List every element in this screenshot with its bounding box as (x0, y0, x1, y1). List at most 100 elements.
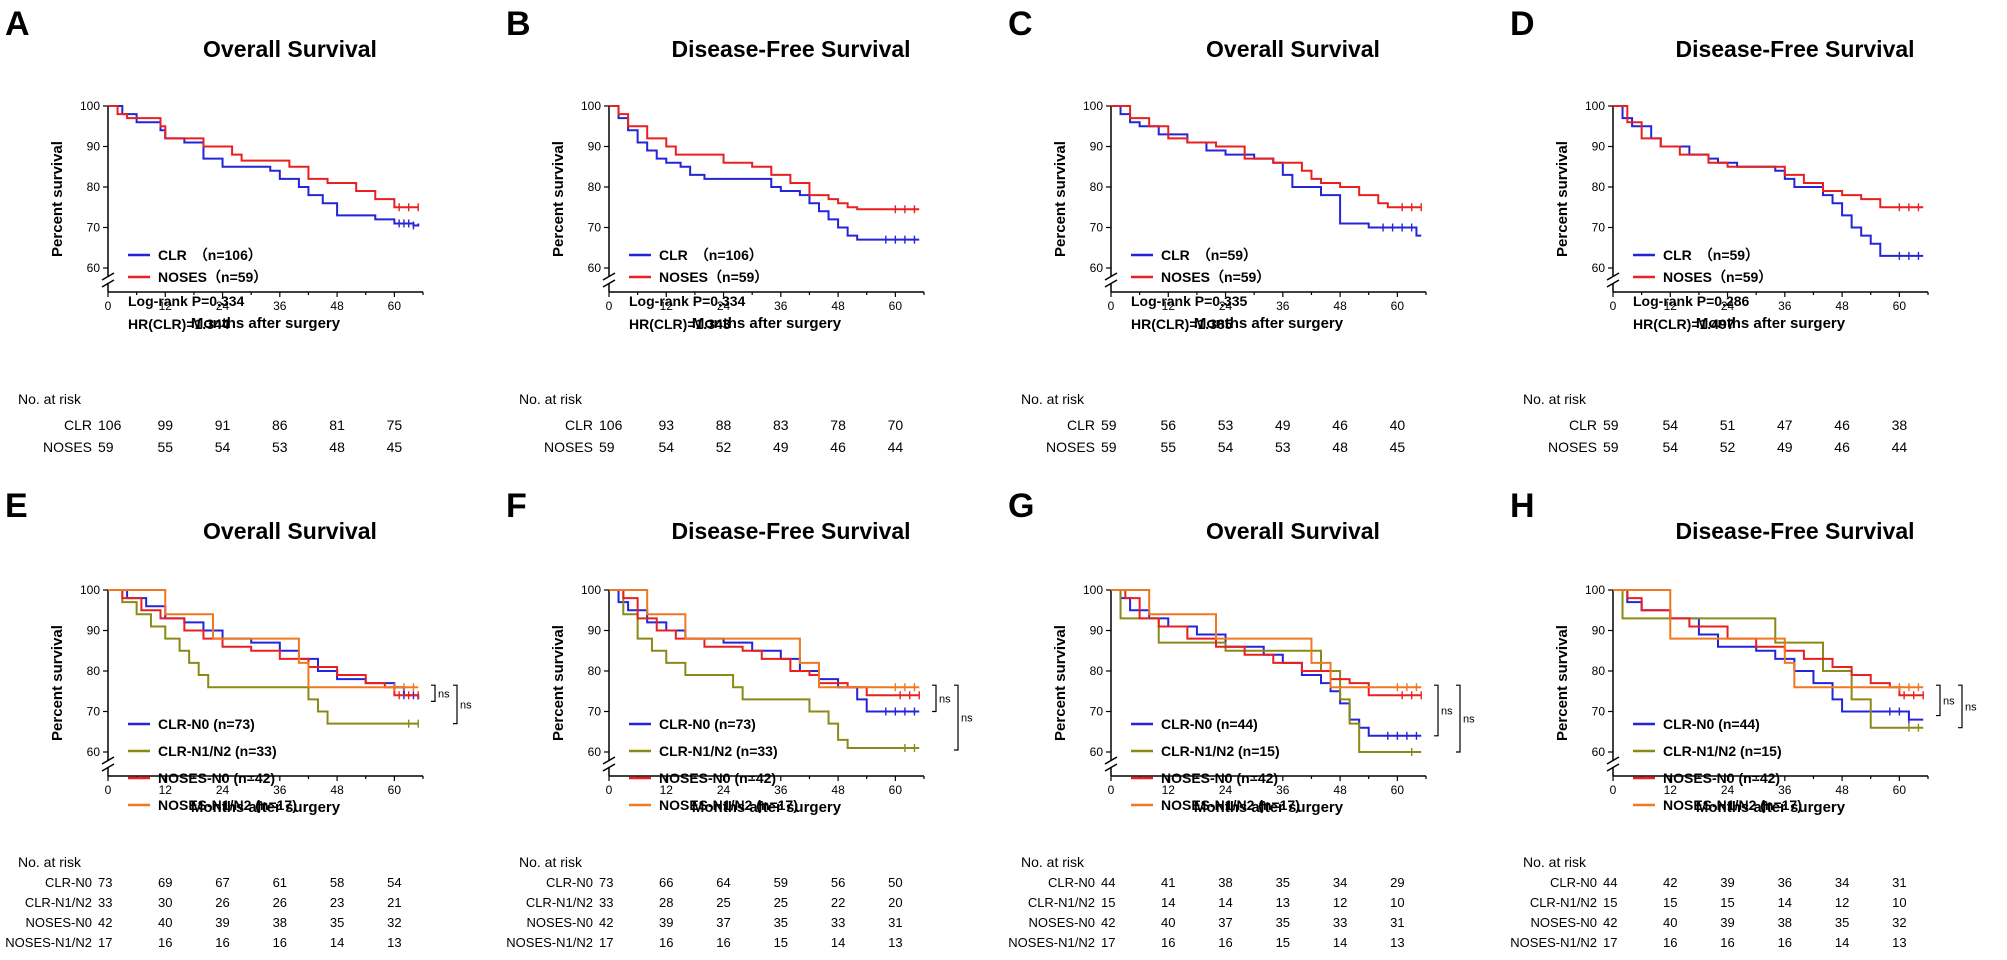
panel-title: Disease-Free Survival (1675, 36, 1914, 62)
y-tick-label: 90 (87, 624, 101, 638)
y-tick-label: 80 (87, 180, 101, 194)
series-noses-n0 (609, 589, 920, 700)
ns-bracket (932, 684, 937, 713)
risk-value: 55 (157, 439, 173, 455)
x-axis-title: Months after surgery (1194, 315, 1344, 332)
risk-value: 53 (272, 439, 288, 455)
y-tick-label: 70 (87, 705, 101, 719)
legend-label: CLR-N1/N2 (n=15) (1663, 743, 1782, 759)
risk-value: 17 (1101, 935, 1115, 950)
survival-curve (609, 105, 920, 241)
legend-label: NOSES-N0 (n=42) (659, 770, 776, 786)
risk-row-label: CLR-N0 (1048, 875, 1095, 890)
series-clr-n0 (609, 589, 920, 716)
risk-value: 40 (1161, 915, 1175, 930)
risk-value: 70 (888, 417, 904, 433)
stat-text: HR(CLR)=1.344 (128, 316, 230, 332)
risk-value: 46 (1834, 417, 1850, 433)
risk-value: 91 (215, 417, 231, 433)
x-axis-title: Months after surgery (692, 799, 842, 816)
x-tick-label: 36 (774, 783, 788, 797)
risk-value: 40 (1663, 915, 1677, 930)
risk-value: 13 (387, 935, 401, 950)
panel-g: G Overall Survival 60 70 80 90 100 0 12 24 36 48 60 P… (1008, 487, 1475, 950)
panel-title: Overall Survival (1206, 518, 1380, 544)
series-noses-n0 (108, 589, 419, 700)
risk-value: 16 (1720, 935, 1734, 950)
y-tick-label: 80 (1592, 180, 1606, 194)
x-tick-label: 48 (1333, 299, 1347, 313)
panel-f: F Disease-Free Survival 60 70 80 90 100 0 12 24 36… (506, 487, 973, 950)
risk-value: 52 (716, 439, 732, 455)
axes (602, 590, 924, 777)
series-clr-n1-n2 (1613, 589, 1924, 732)
x-axis-title: Months after surgery (191, 799, 341, 816)
risk-value: 23 (330, 895, 344, 910)
x-tick-label: 60 (889, 299, 903, 313)
risk-value: 38 (1218, 875, 1232, 890)
risk-row-label: CLR (1569, 417, 1597, 433)
risk-value: 15 (1276, 935, 1290, 950)
risk-value: 14 (1218, 895, 1232, 910)
panel-title: Overall Survival (203, 36, 377, 62)
risk-value: 32 (387, 915, 401, 930)
risk-value: 44 (1603, 875, 1617, 890)
y-tick-label: 90 (87, 140, 101, 154)
risk-value: 55 (1160, 439, 1176, 455)
ns-label: ns (1943, 695, 1955, 707)
axis-break-mark (1606, 756, 1620, 772)
x-tick-label: 12 (1162, 783, 1176, 797)
legend-label: CLR-N0 (n=73) (158, 716, 255, 732)
y-tick-label: 80 (588, 664, 602, 678)
x-tick-label: 60 (1893, 299, 1907, 313)
risk-row-label: NOSES (1046, 439, 1095, 455)
risk-value: 12 (1835, 895, 1849, 910)
panel-letter: G (1008, 487, 1034, 525)
x-tick-label: 0 (105, 783, 112, 797)
risk-table-header: No. at risk (1523, 391, 1587, 407)
risk-value: 37 (1218, 915, 1232, 930)
risk-row-label: NOSES-N1/N2 (506, 935, 593, 950)
y-tick-label: 100 (1083, 99, 1103, 113)
ns-label: ns (1441, 705, 1453, 717)
x-tick-label: 12 (1664, 299, 1678, 313)
y-tick-label: 70 (1592, 705, 1606, 719)
risk-value: 33 (1333, 915, 1347, 930)
y-axis-title: Percent survival (49, 141, 66, 257)
risk-value: 29 (1390, 875, 1404, 890)
survival-curve (108, 105, 419, 209)
axes (1104, 106, 1426, 293)
axis-break-mark (602, 272, 616, 288)
risk-value: 14 (330, 935, 344, 950)
y-tick-label: 60 (87, 745, 101, 759)
risk-value: 61 (273, 875, 287, 890)
risk-value: 14 (831, 935, 845, 950)
stat-text: HR(CLR)=1.497 (1633, 316, 1735, 332)
risk-value: 56 (831, 875, 845, 890)
risk-value: 26 (215, 895, 229, 910)
stat-text: Log-rank P=0.286 (1633, 293, 1750, 309)
legend-label: NOSES-N1/N2 (n=17) (158, 797, 297, 813)
risk-row-label: NOSES (544, 439, 593, 455)
risk-value: 15 (1663, 895, 1677, 910)
risk-value: 14 (1778, 895, 1792, 910)
risk-value: 10 (1390, 895, 1404, 910)
ns-bracket (1434, 684, 1439, 737)
panel-letter: B (506, 5, 531, 43)
risk-row-label: CLR-N1/N2 (1530, 895, 1597, 910)
x-tick-label: 24 (717, 299, 731, 313)
survival-curve (108, 105, 420, 227)
series-noses (108, 105, 419, 212)
x-tick-label: 60 (388, 783, 402, 797)
panel-title: Overall Survival (203, 518, 377, 544)
survival-curve (1111, 589, 1422, 697)
x-tick-label: 48 (330, 299, 344, 313)
risk-value: 26 (273, 895, 287, 910)
risk-value: 106 (98, 417, 122, 433)
legend-label: CLR （n=59） (1161, 247, 1257, 263)
panel-a: A Overall Survival 60 70 80 90 100 0 12 24 36 48 60 P… (5, 5, 424, 455)
risk-value: 20 (888, 895, 902, 910)
x-tick-label: 36 (1778, 299, 1792, 313)
series-noses-n1-n2 (108, 589, 419, 692)
risk-value: 16 (1778, 935, 1792, 950)
